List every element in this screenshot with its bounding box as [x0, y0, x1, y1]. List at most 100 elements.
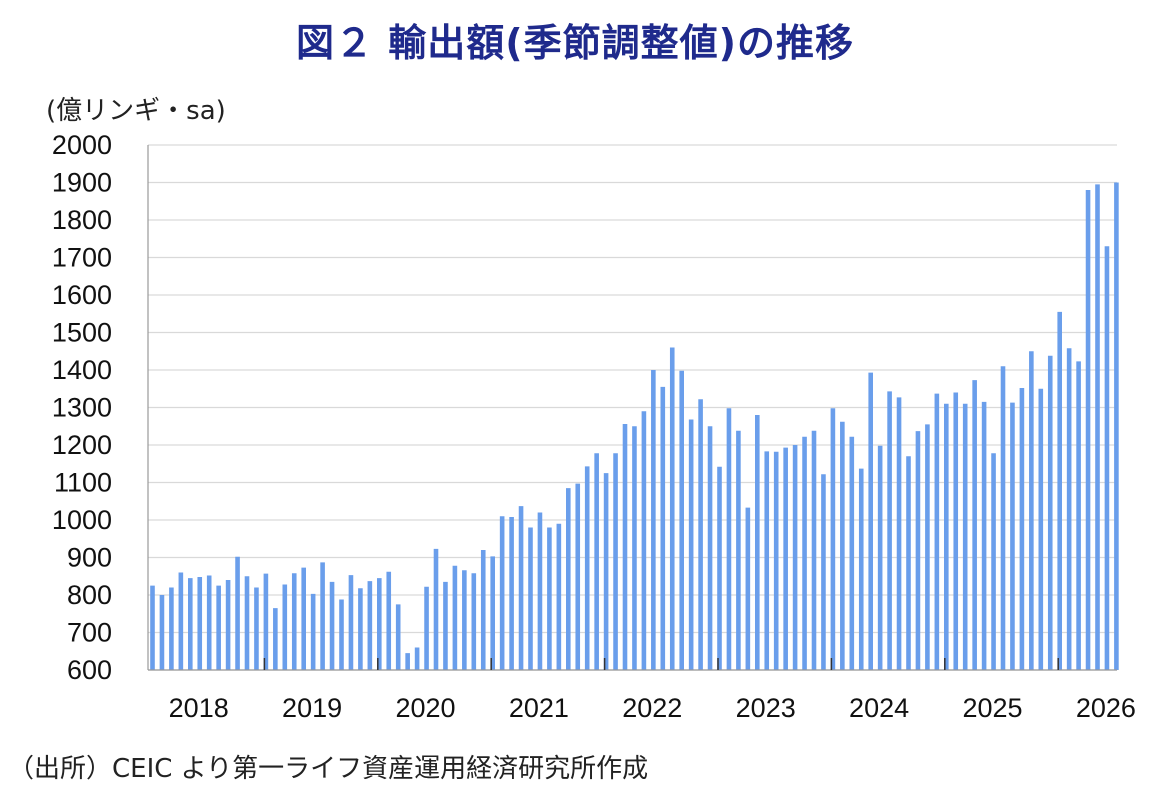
- x-tick-label: 2022: [622, 693, 682, 723]
- bar: [424, 586, 429, 670]
- bar: [1114, 182, 1119, 670]
- bar: [339, 599, 344, 670]
- bar: [1038, 388, 1044, 670]
- bar: [1095, 184, 1100, 670]
- bar: [1000, 366, 1006, 670]
- bar: [329, 581, 335, 670]
- bar: [1010, 402, 1015, 670]
- bar: [1057, 311, 1062, 670]
- y-tick-label: 1000: [52, 505, 112, 535]
- y-tick-label: 800: [67, 580, 112, 610]
- bar: [310, 593, 316, 670]
- bar: [925, 424, 930, 670]
- bar: [452, 565, 458, 670]
- source-note: （出所）CEIC より第一ライフ資産運用経済研究所作成: [8, 754, 649, 784]
- y-tick-label: 600: [67, 655, 112, 685]
- bar: [537, 512, 543, 670]
- bar-chart: 600 700 800 900 1000 1100 1200 1300 1400 1500 1600…: [52, 130, 1136, 723]
- bar: [528, 527, 533, 670]
- bar: [480, 550, 486, 670]
- bar: [377, 578, 382, 670]
- y-tick-labels: 600 700 800 900 1000 1100 1200 1300 1400 1500 1600…: [52, 130, 112, 685]
- bar: [679, 370, 684, 670]
- bar: [556, 523, 562, 670]
- y-tick-label: 1500: [52, 318, 112, 348]
- bar: [717, 466, 722, 670]
- bar: [150, 585, 155, 670]
- y-tick-label: 1900: [52, 168, 112, 198]
- bar: [811, 430, 817, 670]
- bar: [830, 408, 836, 670]
- bar: [547, 527, 552, 670]
- bar: [395, 604, 401, 670]
- bar: [651, 370, 656, 670]
- bar: [745, 507, 751, 670]
- bar: [320, 562, 325, 670]
- bar: [225, 580, 231, 670]
- bar: [802, 436, 807, 670]
- bar: [972, 380, 977, 670]
- y-axis-unit-label: (億リンギ・sa): [46, 96, 226, 126]
- axes: [147, 145, 1117, 671]
- bar: [632, 426, 637, 670]
- bar-series: [150, 182, 1119, 670]
- bar: [906, 456, 911, 670]
- bar: [462, 570, 467, 670]
- y-tick-label: 1700: [52, 243, 112, 273]
- bar: [301, 567, 306, 670]
- bar: [178, 572, 184, 670]
- bar: [291, 573, 297, 670]
- bar: [584, 466, 590, 670]
- x-tick-label: 2026: [1076, 693, 1136, 723]
- bar: [792, 445, 798, 670]
- bar: [263, 573, 269, 670]
- x-tick-label: 2023: [736, 693, 796, 723]
- bar: [641, 411, 647, 670]
- bar: [235, 556, 240, 670]
- bar: [981, 401, 987, 670]
- y-tick-label: 1300: [52, 393, 112, 423]
- bar: [669, 347, 675, 670]
- y-tick-label: 1200: [52, 430, 112, 460]
- y-tick-label: 900: [67, 543, 112, 573]
- bar: [698, 399, 703, 670]
- bar: [1019, 388, 1025, 670]
- bar: [518, 506, 524, 670]
- bar: [915, 431, 921, 670]
- y-tick-label: 1600: [52, 280, 112, 310]
- x-tick-label: 2024: [849, 693, 909, 723]
- y-tick-label: 1100: [54, 468, 112, 498]
- bar: [188, 578, 193, 670]
- bar: [273, 608, 278, 670]
- bar: [1085, 190, 1091, 670]
- bar: [575, 483, 581, 670]
- bar: [405, 653, 410, 670]
- y-tick-label: 2000: [52, 130, 112, 160]
- bar: [877, 445, 883, 670]
- bar: [1047, 355, 1053, 670]
- bar: [849, 436, 855, 670]
- bar: [499, 516, 505, 670]
- bar: [660, 386, 666, 670]
- bar: [858, 468, 864, 670]
- bar: [726, 408, 732, 670]
- y-tick-label: 1800: [52, 205, 112, 235]
- bar: [991, 453, 996, 670]
- bar: [622, 424, 628, 670]
- bar: [367, 581, 373, 670]
- x-tick-label: 2025: [962, 693, 1022, 723]
- bar: [944, 403, 949, 670]
- bar: [358, 588, 363, 670]
- y-tick-label: 700: [67, 618, 112, 648]
- bar: [197, 577, 203, 670]
- bar: [755, 415, 760, 670]
- bar: [1029, 351, 1034, 670]
- bar: [471, 573, 477, 670]
- bar: [594, 453, 599, 670]
- x-tick-label: 2018: [169, 693, 229, 723]
- bar: [736, 430, 741, 670]
- bar: [206, 575, 212, 670]
- bar: [282, 584, 288, 670]
- x-tick-label: 2020: [395, 693, 455, 723]
- bar: [896, 397, 902, 670]
